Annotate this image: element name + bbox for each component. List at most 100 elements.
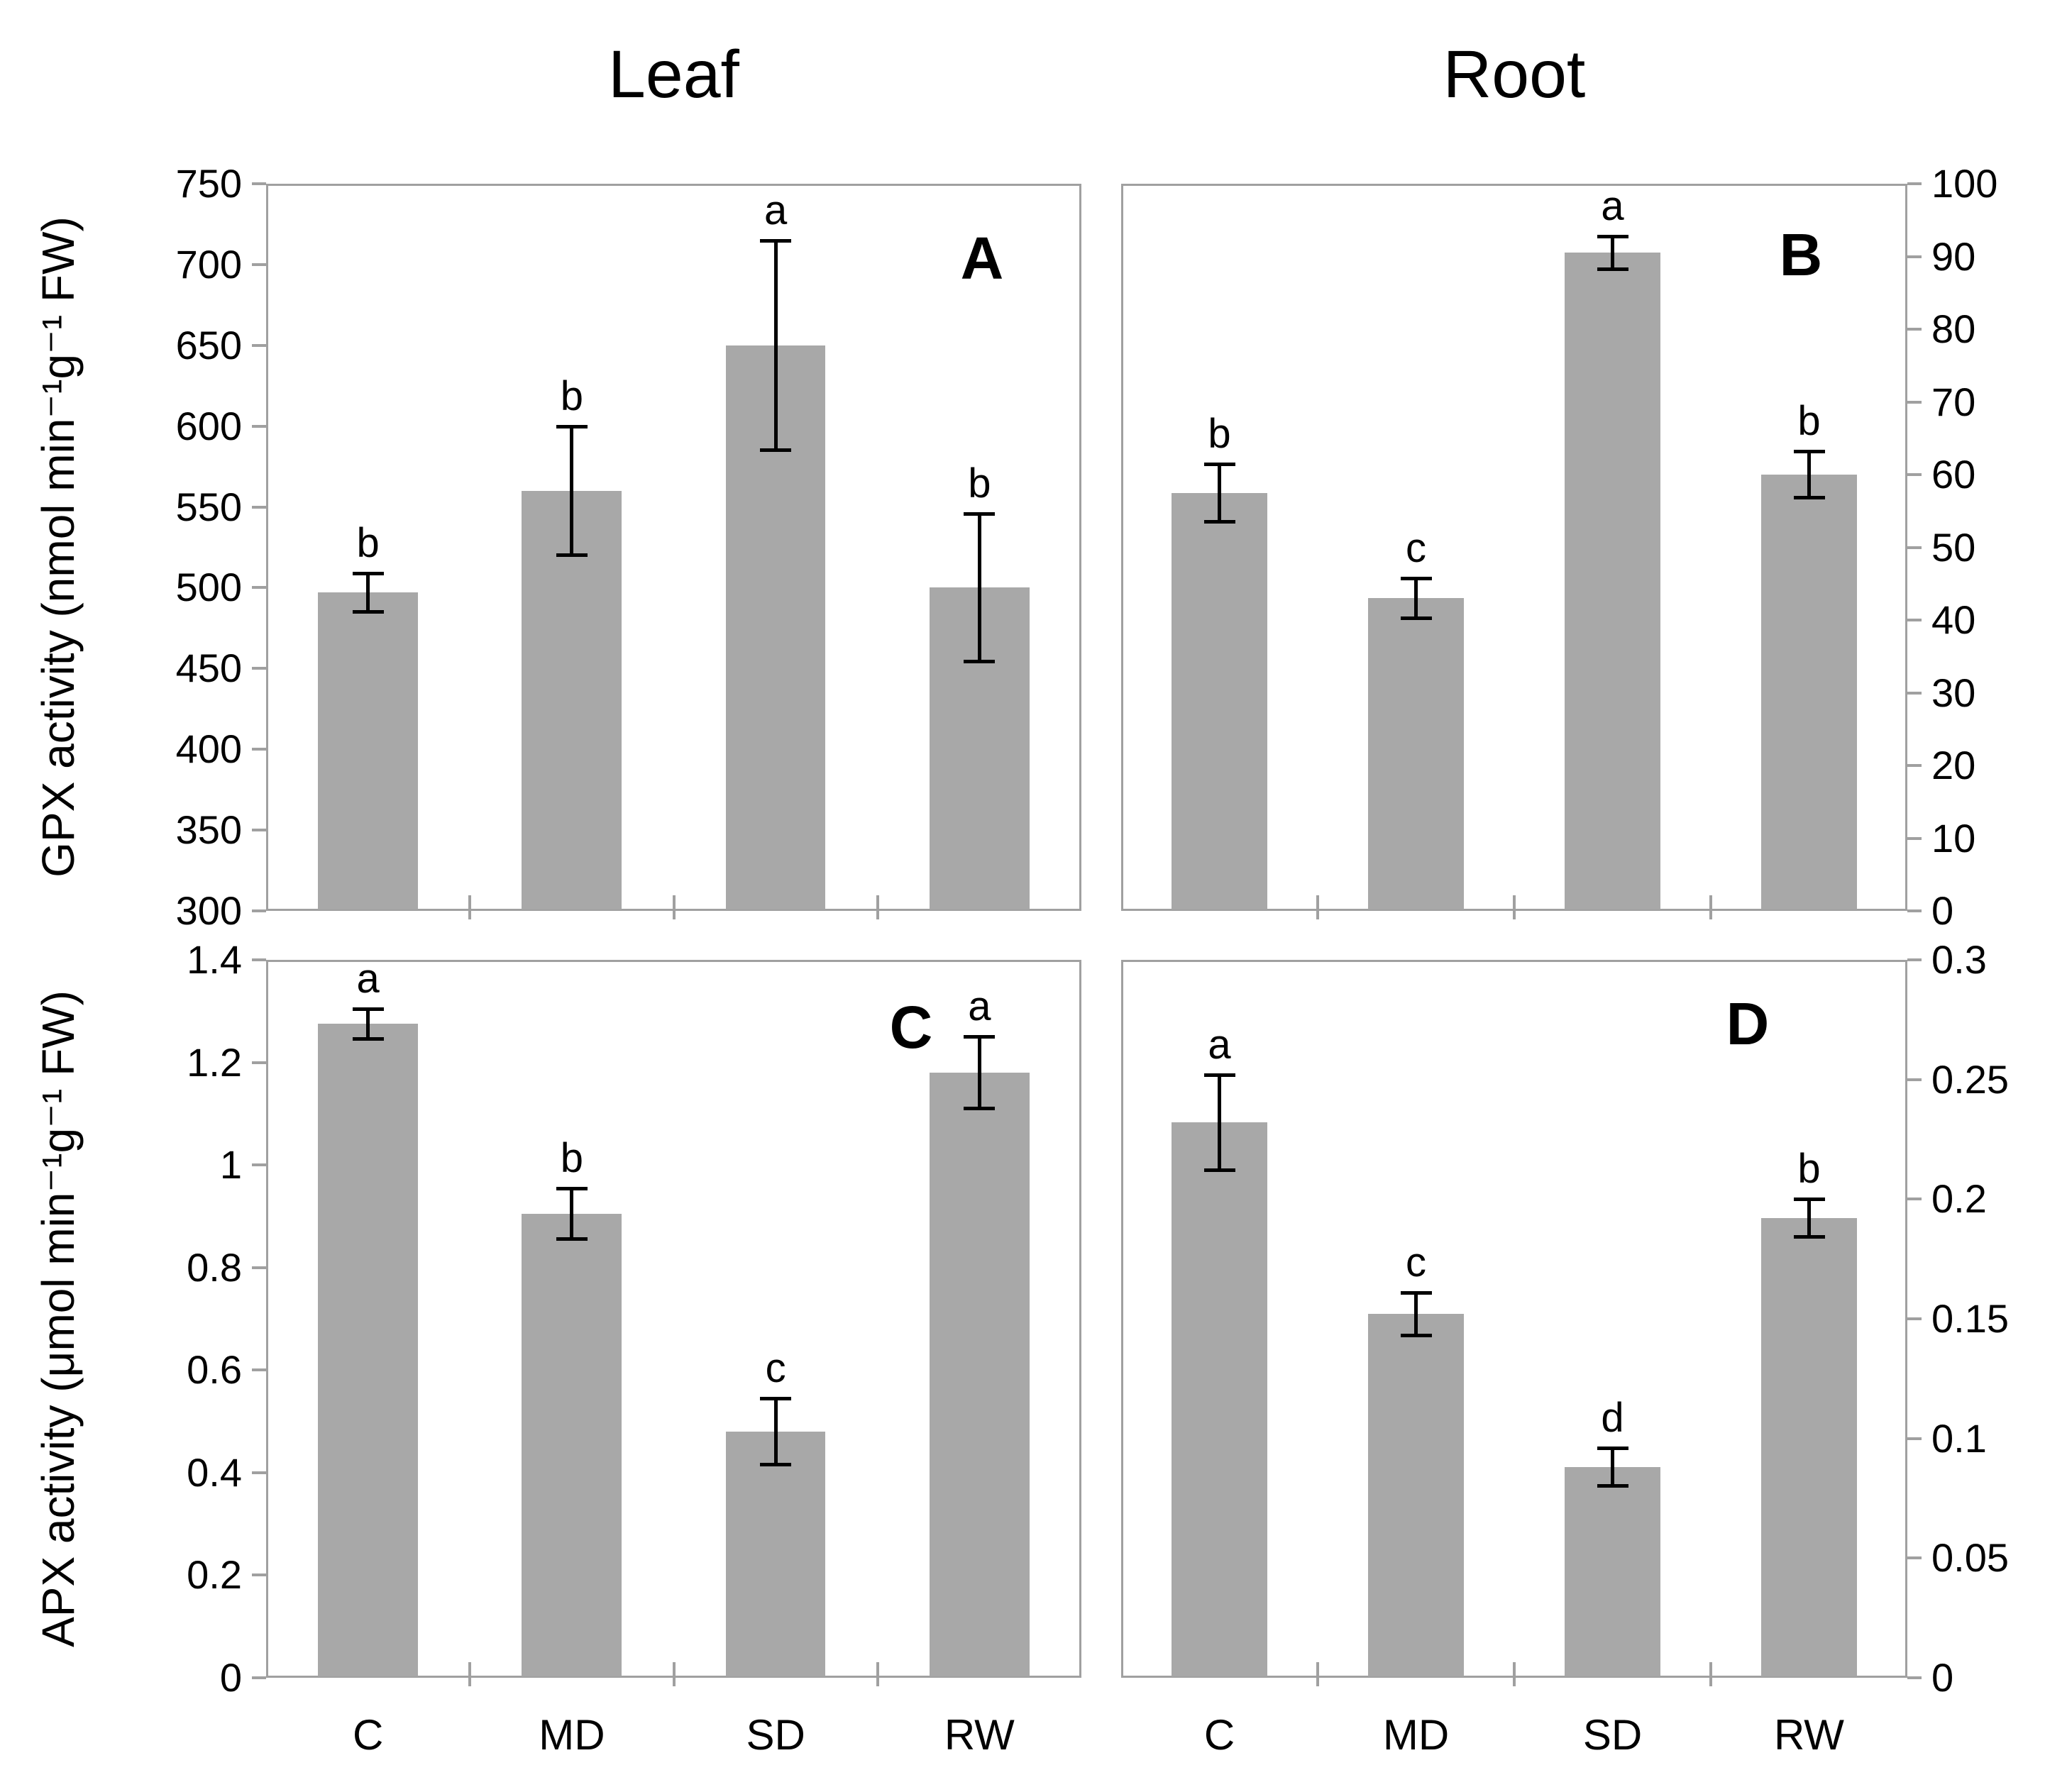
y-tick-label-B-70: 70 [1931, 379, 1976, 424]
error-bar-C-C-line [366, 1008, 370, 1040]
error-bar-C-RW-cap-top [964, 1035, 996, 1039]
x-label-leaf-MD: MD [539, 1711, 605, 1759]
error-bar-A-MD-cap-bottom [556, 553, 588, 557]
y-tick-A-500 [252, 586, 266, 590]
error-bar-C-SD-cap-bottom [760, 1463, 792, 1466]
x-tick-C-1 [468, 1662, 472, 1686]
bar-D-C [1171, 1122, 1268, 1676]
sig-letter-A-SD: a [764, 187, 788, 233]
y-tick-D-0.05 [1907, 1556, 1922, 1560]
error-bar-C-MD-cap-bottom [556, 1237, 588, 1241]
y-tick-label-A-600: 600 [175, 403, 242, 448]
panel-label-D: D [1726, 990, 1770, 1057]
error-bar-A-SD-cap-bottom [760, 448, 792, 452]
sig-letter-D-SD: d [1601, 1395, 1624, 1442]
y-tick-label-B-20: 20 [1931, 743, 1976, 787]
error-bar-B-MD-line [1414, 577, 1418, 619]
sig-letter-A-C: b [356, 519, 380, 566]
y-tick-label-C-0.6: 0.6 [187, 1347, 242, 1393]
y-tick-D-0.25 [1907, 1078, 1922, 1081]
sig-letter-A-MD: b [560, 372, 583, 419]
x-label-root-C: C [1203, 1711, 1235, 1759]
y-tick-A-450 [252, 667, 266, 670]
y-tick-C-1 [252, 1163, 266, 1167]
error-bar-B-MD-cap-bottom [1400, 616, 1432, 620]
x-tick-D-2 [1513, 1662, 1516, 1686]
y-tick-C-0.6 [252, 1368, 266, 1372]
x-label-leaf-C: C [352, 1711, 384, 1759]
bar-D-SD [1564, 1467, 1661, 1676]
y-tick-label-D-0.15: 0.15 [1931, 1296, 2009, 1341]
panel-label-B: B [1779, 221, 1823, 288]
y-tick-D-0.1 [1907, 1437, 1922, 1440]
y-tick-B-0 [1907, 909, 1922, 912]
y-tick-label-C-0.8: 0.8 [187, 1244, 242, 1290]
y-tick-B-100 [1907, 182, 1922, 185]
error-bar-C-MD-cap-top [556, 1186, 588, 1190]
y-tick-label-B-50: 50 [1931, 524, 1976, 570]
bar-D-MD [1367, 1314, 1465, 1676]
y-tick-A-550 [252, 505, 266, 509]
y-tick-A-350 [252, 829, 266, 832]
sig-letter-B-C: b [1208, 410, 1231, 457]
sig-letter-B-MD: c [1406, 524, 1426, 571]
y-tick-label-A-650: 650 [175, 322, 242, 367]
bar-B-RW [1760, 475, 1858, 909]
y-tick-B-80 [1907, 328, 1922, 331]
x-tick-A-2 [672, 895, 676, 919]
y-tick-label-B-90: 90 [1931, 233, 1976, 279]
y-tick-D-0.2 [1907, 1198, 1922, 1201]
y-tick-label-A-350: 350 [175, 807, 242, 853]
error-bar-B-C-line [1218, 463, 1221, 522]
error-bar-A-SD-cap-top [760, 238, 792, 243]
error-bar-D-MD-cap-top [1400, 1290, 1432, 1295]
x-tick-C-3 [876, 1662, 879, 1686]
error-bar-B-C-cap-top [1203, 462, 1235, 466]
x-tick-A-1 [468, 895, 472, 919]
error-bar-A-C-cap-top [352, 571, 384, 575]
error-bar-D-RW-cap-bottom [1793, 1235, 1825, 1239]
error-bar-B-RW-cap-bottom [1793, 495, 1825, 499]
error-bar-D-MD-line [1414, 1292, 1418, 1336]
sig-letter-D-C: a [1208, 1021, 1231, 1068]
y-tick-label-D-0.2: 0.2 [1931, 1176, 1987, 1222]
error-bar-C-SD-line [773, 1398, 778, 1465]
y-tick-D-0.3 [1907, 958, 1922, 961]
error-bar-B-SD-line [1611, 236, 1614, 270]
error-bar-A-RW-cap-bottom [964, 660, 996, 664]
bar-A-C [318, 592, 418, 909]
y-tick-label-A-750: 750 [175, 161, 242, 206]
error-bar-D-C-cap-bottom [1203, 1168, 1235, 1172]
y-tick-label-C-1.4: 1.4 [187, 937, 242, 982]
y-tick-C-0 [252, 1676, 266, 1679]
y-tick-D-0 [1907, 1676, 1922, 1679]
error-bar-A-RW-cap-top [964, 511, 996, 516]
bar-B-C [1171, 492, 1268, 909]
y-tick-label-B-30: 30 [1931, 670, 1976, 715]
error-bar-A-SD-line [773, 240, 778, 450]
sig-letter-D-MD: c [1406, 1239, 1426, 1285]
bar-C-SD [725, 1432, 826, 1676]
error-bar-A-MD-cap-top [556, 424, 588, 428]
bar-D-RW [1760, 1218, 1858, 1676]
column-title-root: Root [1443, 37, 1586, 112]
y-tick-label-D-0.1: 0.1 [1931, 1415, 1987, 1461]
bar-C-RW [929, 1073, 1030, 1676]
bar-A-MD [522, 490, 622, 909]
y-tick-B-50 [1907, 546, 1922, 549]
error-bar-B-SD-cap-bottom [1597, 267, 1628, 271]
y-tick-label-C-0.4: 0.4 [187, 1449, 242, 1495]
y-tick-label-D-0.25: 0.25 [1931, 1056, 2009, 1102]
y-tick-label-A-550: 550 [175, 484, 242, 529]
bar-C-MD [522, 1213, 622, 1676]
y-tick-label-D-0.05: 0.05 [1931, 1535, 2009, 1581]
x-tick-D-3 [1709, 1662, 1712, 1686]
y-tick-A-400 [252, 748, 266, 751]
y-tick-B-40 [1907, 619, 1922, 621]
x-label-leaf-RW: RW [944, 1711, 1015, 1759]
y-tick-B-60 [1907, 473, 1922, 476]
x-tick-B-1 [1316, 895, 1319, 919]
error-bar-B-SD-cap-top [1597, 234, 1628, 238]
error-bar-D-RW-cap-top [1793, 1198, 1825, 1202]
